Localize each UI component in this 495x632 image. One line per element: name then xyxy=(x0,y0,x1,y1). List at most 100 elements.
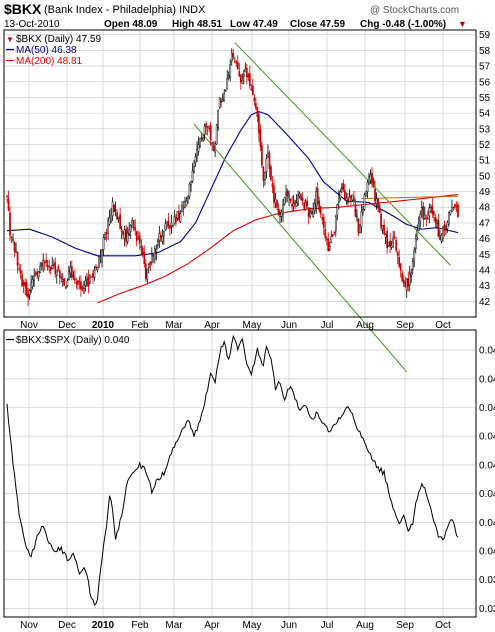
candle-body xyxy=(125,229,128,242)
candle-body xyxy=(199,137,201,147)
candle-body xyxy=(375,198,378,205)
candle-body xyxy=(126,232,129,242)
candle-body xyxy=(158,233,161,241)
candle-body xyxy=(89,275,91,284)
candle-body xyxy=(166,221,168,227)
candle-body xyxy=(64,285,67,289)
x-tick-label: Jun xyxy=(281,320,297,331)
legend-ma200-label: MA(200) 48.81 xyxy=(16,56,83,67)
candle-body xyxy=(250,88,253,91)
candle-body xyxy=(334,216,337,231)
candle-body xyxy=(362,209,364,213)
chart-symbol: $BKX xyxy=(4,1,42,17)
x-tick-label: Nov xyxy=(20,320,38,331)
candle-body xyxy=(95,266,97,269)
candle-body xyxy=(252,85,254,96)
candle-body xyxy=(292,203,295,207)
candle-body xyxy=(141,247,144,255)
candle-body xyxy=(366,181,369,193)
y-tick-label: 51 xyxy=(479,156,491,167)
candle-body xyxy=(310,211,313,214)
candle-body xyxy=(393,236,396,238)
candle-body xyxy=(30,282,32,292)
candle-body xyxy=(425,217,428,220)
candle-body xyxy=(368,176,370,184)
candle-body xyxy=(408,273,411,285)
candle-body xyxy=(131,220,134,228)
candle-body xyxy=(242,74,245,78)
candle-body xyxy=(273,185,275,203)
candle-body xyxy=(45,260,48,263)
candle-body xyxy=(107,220,109,234)
candle-body xyxy=(289,198,292,201)
ratio-legend: $BKX:$SPX (Daily) 0.040 xyxy=(6,335,130,346)
candle-body xyxy=(9,212,11,236)
candle-body xyxy=(55,269,58,276)
candle-body xyxy=(122,231,124,235)
candle-body xyxy=(113,204,115,212)
candle-body xyxy=(350,195,352,198)
candle-body xyxy=(15,250,17,253)
candle-body xyxy=(13,242,16,252)
candle-body xyxy=(232,53,235,58)
y-tick-label: 58 xyxy=(479,46,491,57)
lower-trendline xyxy=(193,123,408,373)
open-value: Open 48.09 xyxy=(104,19,158,30)
candle-body xyxy=(443,224,446,231)
candle-body xyxy=(291,204,293,207)
candle-body xyxy=(25,282,28,297)
candle-body xyxy=(264,171,266,181)
candle-body xyxy=(39,265,42,273)
candle-body xyxy=(214,143,217,153)
candle-body xyxy=(365,193,367,196)
y-tick-label: 59 xyxy=(479,30,491,41)
candle-body xyxy=(454,204,456,208)
candle-body xyxy=(344,190,346,200)
candle-body xyxy=(434,217,437,223)
candle-body xyxy=(336,204,339,216)
candle-body xyxy=(190,181,192,186)
candle-body xyxy=(268,152,271,169)
y-tick-label: 53 xyxy=(479,124,491,135)
candle-body xyxy=(337,195,340,203)
candle-body xyxy=(149,261,152,265)
resistance-line xyxy=(361,195,459,200)
candle-body xyxy=(389,240,391,247)
candle-body xyxy=(176,211,179,219)
candle-body xyxy=(331,234,334,237)
candle-body xyxy=(322,216,325,228)
candle-body xyxy=(429,207,432,212)
candle-body xyxy=(132,220,135,229)
candle-body xyxy=(36,271,39,276)
candle-body xyxy=(238,71,241,77)
candle-body xyxy=(423,214,426,219)
candle-body xyxy=(101,249,103,262)
candle-body xyxy=(161,235,164,242)
legend-ratio-label: $BKX:$SPX (Daily) 0.040 xyxy=(16,335,130,346)
price-y-axis: 42 43 44 45 46 47 48 49 50 51 52 53 54 55 56 57 58 59 xyxy=(479,30,491,308)
candle-body xyxy=(279,214,281,217)
candle-body xyxy=(407,278,410,287)
candle-body xyxy=(6,195,8,198)
x-tick-label: May xyxy=(243,320,262,331)
chart-date: 13-Oct-2010 xyxy=(4,19,60,30)
candle-body xyxy=(28,290,31,296)
candle-body xyxy=(22,282,25,286)
x-tick-label: Aug xyxy=(356,320,374,331)
candle-body xyxy=(147,264,150,268)
candle-body xyxy=(417,222,420,232)
x-tick-label: Nov xyxy=(20,620,38,631)
candle-body xyxy=(318,200,321,211)
candle-body xyxy=(227,75,230,79)
candle-body xyxy=(170,222,173,227)
candle-body xyxy=(12,238,14,241)
candle-body xyxy=(33,275,36,282)
x-tick-label: Apr xyxy=(204,620,220,631)
candle-body xyxy=(223,93,226,102)
candle-body xyxy=(188,183,191,197)
candle-body xyxy=(295,202,298,207)
candle-body xyxy=(401,272,404,281)
candle-body xyxy=(419,213,422,223)
y-tick-label: 0.043 xyxy=(479,460,495,471)
legend-down-icon: ▼ xyxy=(6,35,14,44)
